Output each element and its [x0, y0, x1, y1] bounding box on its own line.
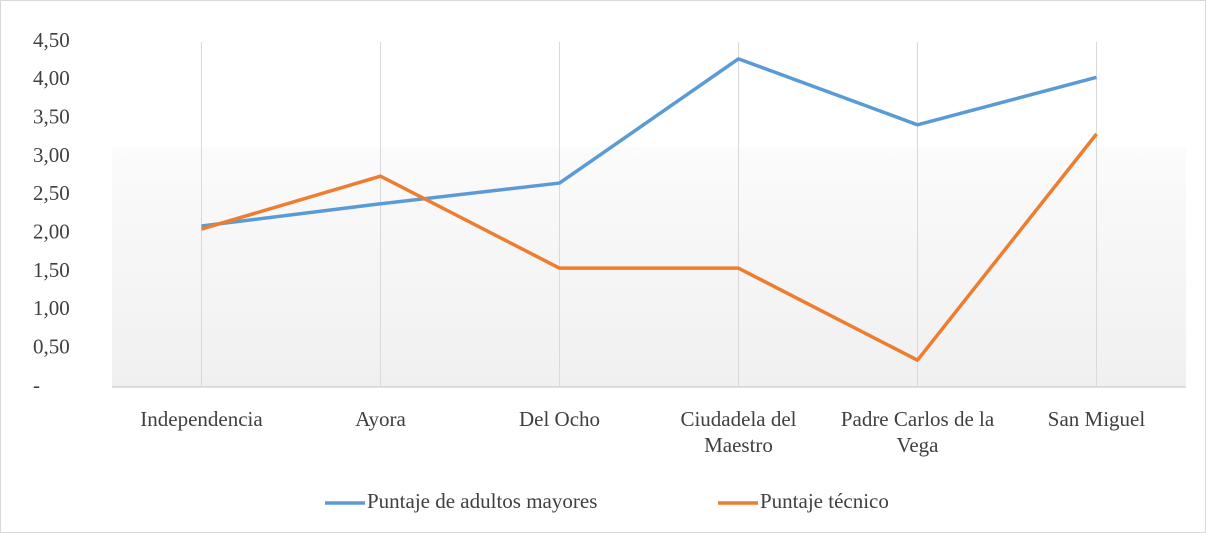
y-tick-label: 1,50 — [33, 258, 70, 282]
y-tick-label: 1,00 — [33, 296, 70, 320]
legend-label: Puntaje técnico — [760, 489, 889, 513]
x-tick-label: Del Ocho — [518, 407, 601, 431]
y-tick-label: 2,50 — [33, 181, 70, 205]
legend-label: Puntaje de adultos mayores — [367, 489, 597, 513]
x-tick-label: San Miguel — [1047, 407, 1146, 431]
x-tick-label: Ciudadela del Maestro — [680, 407, 797, 457]
y-tick-label: 0,50 — [33, 334, 70, 358]
x-tick-label: Independencia — [140, 407, 263, 431]
y-tick-label: 3,50 — [33, 104, 70, 128]
y-tick-label: 4,00 — [33, 66, 70, 90]
series-line — [201, 132, 1098, 362]
y-tick-label: 3,00 — [33, 143, 70, 167]
plot-background — [112, 42, 1186, 387]
series-line — [201, 57, 1097, 228]
y-tick-label: 4,50 — [33, 28, 70, 52]
x-tick-label: Padre Carlos de la Vega — [840, 407, 995, 457]
y-tick-label: 2,00 — [33, 219, 70, 243]
y-tick-label: - — [33, 373, 40, 397]
x-tick-label: Ayora — [355, 407, 406, 431]
